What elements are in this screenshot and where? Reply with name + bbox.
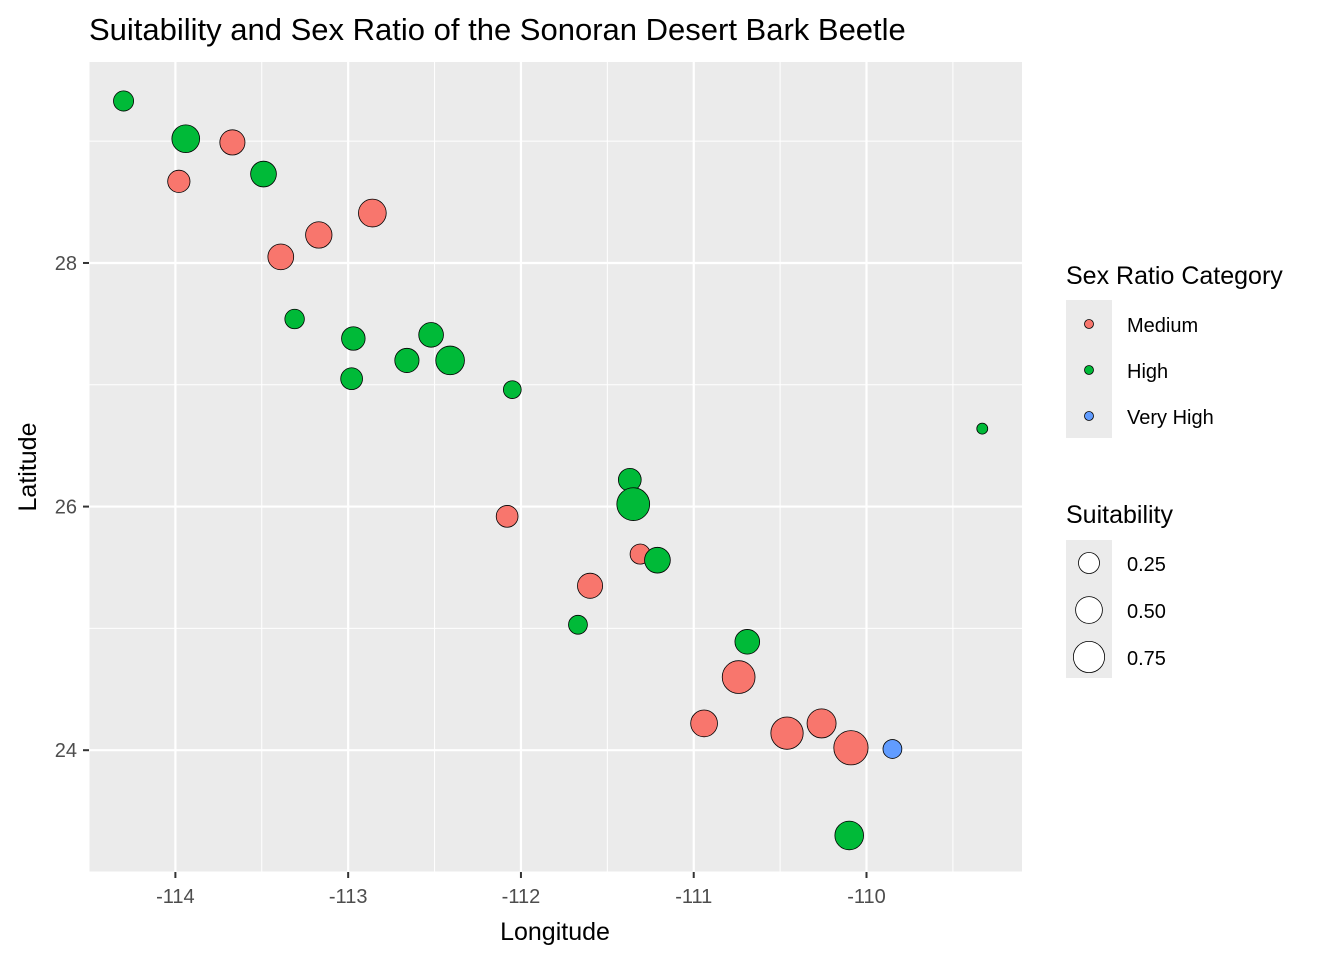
axis-layer: -114 -113 -112 -111 -110 24 26 28 [55, 253, 886, 908]
size-legend-label: 0.25 [1127, 554, 1166, 576]
data-point [341, 326, 366, 351]
data-point [690, 709, 718, 738]
data-point [418, 322, 444, 348]
color-legend-label: High [1127, 361, 1168, 383]
data-point [358, 198, 387, 228]
data-point [113, 90, 135, 112]
data-point [340, 367, 363, 390]
y-tick-label: 26 [55, 497, 77, 519]
point-layer [113, 90, 989, 851]
data-point [568, 614, 588, 635]
data-point [644, 546, 671, 574]
legend: Sex Ratio Category Medium High Very High Sui… [1066, 262, 1283, 678]
data-point [250, 160, 277, 188]
color-legend-label: Very High [1127, 407, 1214, 429]
y-tick-label: 28 [55, 253, 77, 275]
data-point [734, 629, 761, 655]
data-point [616, 487, 651, 521]
data-point [495, 505, 519, 528]
chart-title: Suitability and Sex Ratio of the Sonoran… [89, 12, 906, 47]
grid-layer [88, 62, 1022, 873]
data-point [833, 730, 869, 766]
data-point [267, 243, 295, 271]
x-tick-label: -114 [156, 886, 195, 908]
x-tick-label: -111 [675, 886, 712, 908]
color-legend-label: Medium [1127, 315, 1198, 337]
size-legend-label: 0.75 [1127, 648, 1166, 670]
data-point [284, 308, 305, 330]
color-legend-title: Sex Ratio Category [1066, 262, 1283, 290]
data-point [167, 169, 191, 193]
data-point [435, 345, 465, 376]
color-legend-key [1084, 365, 1094, 375]
data-point [834, 820, 864, 851]
size-legend-key [1078, 552, 1100, 574]
x-tick-label: -113 [329, 886, 368, 908]
color-legend-key [1084, 411, 1094, 421]
size-legend-key [1075, 596, 1103, 624]
data-point [394, 347, 420, 373]
x-tick-label: -110 [847, 886, 886, 908]
data-point [577, 572, 604, 599]
data-point [721, 660, 756, 694]
data-point [502, 380, 522, 399]
y-tick-label: 24 [55, 740, 77, 762]
data-point [219, 129, 246, 156]
color-legend-key [1084, 319, 1094, 329]
size-legend-key [1072, 640, 1106, 674]
data-point [882, 739, 903, 759]
size-legend-title: Suitability [1066, 501, 1173, 529]
x-tick-label: -112 [502, 886, 541, 908]
data-point [806, 708, 837, 739]
x-axis-title: Longitude [500, 918, 610, 946]
data-point [305, 221, 333, 249]
y-axis-title: Latitude [14, 423, 42, 512]
data-point [770, 716, 804, 750]
data-point [171, 124, 201, 154]
data-point [976, 422, 989, 435]
size-legend-label: 0.50 [1127, 601, 1166, 623]
